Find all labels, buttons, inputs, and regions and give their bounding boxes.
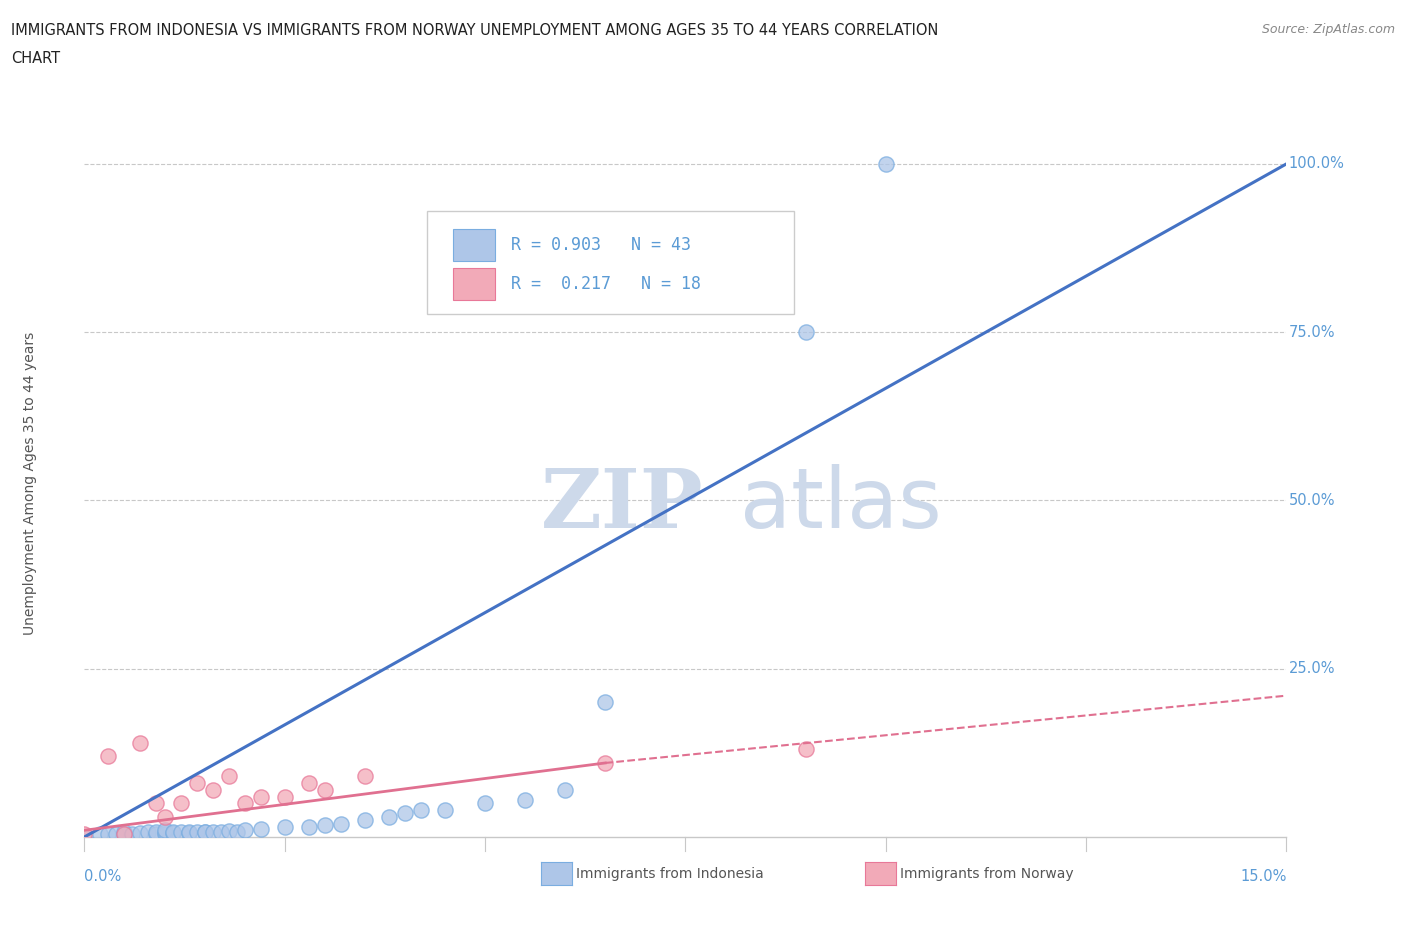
Text: 15.0%: 15.0%: [1240, 869, 1286, 883]
Point: [177, 824, 200, 839]
Point: [162, 824, 184, 839]
Point: [314, 817, 336, 832]
Point: [554, 782, 576, 797]
Point: [233, 823, 256, 838]
Point: [162, 826, 184, 841]
Point: [233, 796, 256, 811]
FancyBboxPatch shape: [427, 211, 793, 314]
Point: [274, 819, 297, 834]
Point: [314, 782, 336, 797]
Text: Unemployment Among Ages 35 to 44 years: Unemployment Among Ages 35 to 44 years: [24, 332, 38, 635]
Point: [73, 830, 96, 844]
Text: 25.0%: 25.0%: [1289, 661, 1336, 676]
Point: [298, 819, 321, 834]
Point: [97, 749, 120, 764]
Point: [378, 809, 401, 824]
Text: R =  0.217   N = 18: R = 0.217 N = 18: [512, 275, 702, 293]
Point: [129, 826, 152, 841]
Point: [298, 776, 321, 790]
Point: [225, 824, 247, 839]
Point: [186, 825, 208, 840]
Point: [595, 755, 617, 770]
Point: [794, 325, 817, 339]
Point: [145, 825, 167, 840]
Point: [153, 809, 176, 824]
Point: [194, 825, 217, 840]
Text: 100.0%: 100.0%: [1289, 156, 1344, 171]
Point: [129, 736, 152, 751]
Text: atlas: atlas: [740, 464, 941, 545]
Point: [153, 826, 176, 841]
Point: [474, 796, 496, 811]
Point: [169, 825, 191, 840]
Point: [434, 803, 457, 817]
Point: [153, 825, 176, 840]
Point: [114, 824, 135, 839]
Point: [145, 826, 167, 841]
Bar: [453, 229, 495, 261]
Point: [169, 796, 191, 811]
Point: [138, 825, 160, 840]
Point: [249, 821, 271, 836]
Point: [794, 742, 817, 757]
Point: [875, 156, 897, 171]
Point: [114, 826, 135, 841]
Text: 0.0%: 0.0%: [84, 869, 121, 883]
Text: CHART: CHART: [11, 51, 60, 66]
Point: [515, 792, 537, 807]
Point: [73, 826, 96, 841]
Point: [201, 782, 224, 797]
Point: [114, 826, 135, 841]
Text: 50.0%: 50.0%: [1289, 493, 1336, 508]
Point: [153, 823, 176, 838]
Point: [595, 695, 617, 710]
Text: ZIP: ZIP: [541, 465, 704, 545]
Text: 75.0%: 75.0%: [1289, 325, 1336, 339]
Point: [409, 803, 432, 817]
Text: R = 0.903   N = 43: R = 0.903 N = 43: [512, 236, 692, 255]
Point: [354, 769, 377, 784]
Text: IMMIGRANTS FROM INDONESIA VS IMMIGRANTS FROM NORWAY UNEMPLOYMENT AMONG AGES 35 T: IMMIGRANTS FROM INDONESIA VS IMMIGRANTS …: [11, 23, 939, 38]
Point: [194, 824, 217, 839]
Point: [105, 826, 128, 841]
Bar: [453, 268, 495, 299]
Text: Source: ZipAtlas.com: Source: ZipAtlas.com: [1261, 23, 1395, 36]
Point: [145, 796, 167, 811]
Point: [209, 824, 232, 839]
Point: [89, 826, 111, 841]
Point: [274, 790, 297, 804]
Point: [354, 813, 377, 828]
Point: [218, 823, 240, 838]
Point: [201, 825, 224, 840]
Text: Immigrants from Norway: Immigrants from Norway: [900, 867, 1073, 882]
Point: [218, 769, 240, 784]
Point: [121, 826, 143, 841]
Point: [394, 806, 416, 821]
Point: [177, 826, 200, 841]
Point: [186, 776, 208, 790]
Point: [329, 817, 352, 831]
Point: [97, 826, 120, 841]
Point: [249, 790, 271, 804]
Text: Immigrants from Indonesia: Immigrants from Indonesia: [576, 867, 765, 882]
